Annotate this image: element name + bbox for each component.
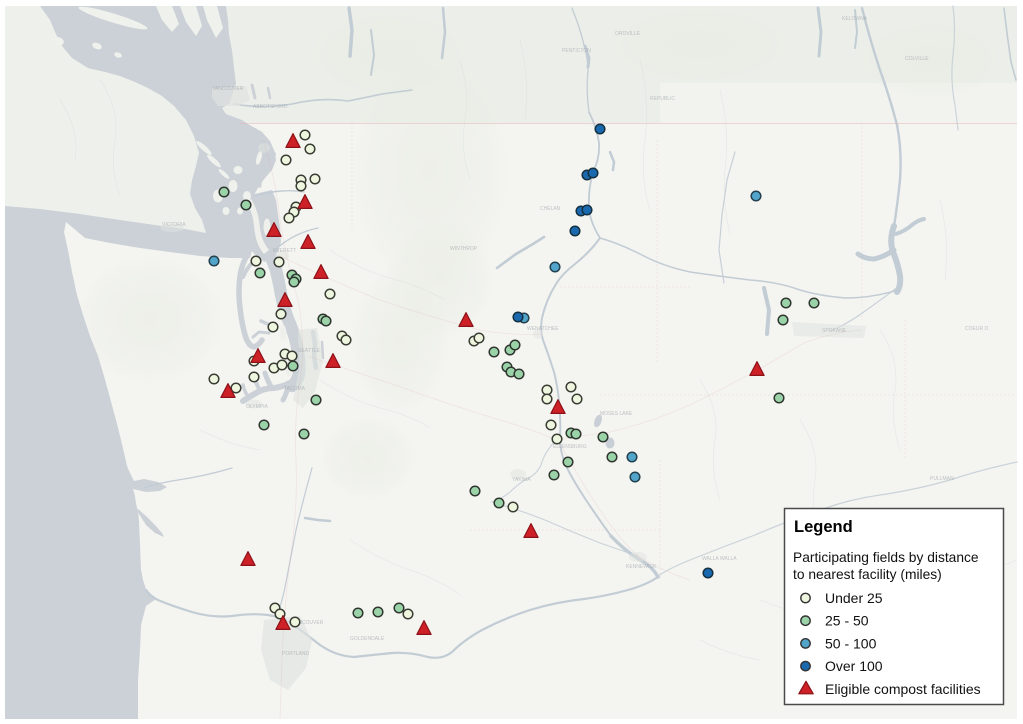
svg-text:TACOMA: TACOMA <box>284 386 306 392</box>
svg-text:PORTLAND: PORTLAND <box>282 651 310 657</box>
svg-text:OLYMPIA: OLYMPIA <box>246 404 269 410</box>
svg-text:PENTICTON: PENTICTON <box>562 48 591 54</box>
svg-text:Participating fields by distan: Participating fields by distance <box>793 550 979 565</box>
svg-text:50 - 100: 50 - 100 <box>825 635 877 651</box>
svg-text:Eligible compost facilities: Eligible compost facilities <box>825 681 981 697</box>
svg-text:Legend: Legend <box>794 518 853 536</box>
svg-text:COLVILLE: COLVILLE <box>905 56 929 62</box>
svg-text:VANCOUVER: VANCOUVER <box>292 620 324 626</box>
svg-text:VANCOUVER: VANCOUVER <box>212 86 244 92</box>
svg-text:KELOWNA: KELOWNA <box>842 16 868 22</box>
svg-text:Over 100: Over 100 <box>825 658 883 674</box>
svg-text:PULLMAN: PULLMAN <box>930 476 954 482</box>
svg-text:GOLDENDALE: GOLDENDALE <box>350 636 385 642</box>
svg-text:EVERETT: EVERETT <box>273 248 296 254</box>
svg-text:ELLENSBURG: ELLENSBURG <box>553 444 587 450</box>
svg-text:to nearest facility (miles): to nearest facility (miles) <box>793 567 942 582</box>
svg-text:COEUR D: COEUR D <box>965 326 988 332</box>
svg-text:VICTORIA: VICTORIA <box>162 222 186 228</box>
svg-text:KENNEWICK: KENNEWICK <box>626 564 657 570</box>
svg-text:WALLA WALLA: WALLA WALLA <box>702 556 737 562</box>
svg-text:WENATCHEE: WENATCHEE <box>527 326 559 332</box>
svg-text:MOSES LAKE: MOSES LAKE <box>600 411 633 417</box>
svg-text:25 - 50: 25 - 50 <box>825 613 869 629</box>
svg-text:WINTHROP: WINTHROP <box>450 246 478 252</box>
svg-text:SEATTLE: SEATTLE <box>298 348 321 354</box>
svg-text:ABBOTSFORD: ABBOTSFORD <box>253 104 288 110</box>
svg-text:SPOKANE: SPOKANE <box>822 328 847 334</box>
svg-text:Under 25: Under 25 <box>825 590 883 606</box>
svg-text:OROVILLE: OROVILLE <box>615 31 641 37</box>
svg-text:YAKIMA: YAKIMA <box>512 477 531 483</box>
svg-text:CHELAN: CHELAN <box>540 206 561 212</box>
svg-text:REPUBLIC: REPUBLIC <box>650 96 675 102</box>
